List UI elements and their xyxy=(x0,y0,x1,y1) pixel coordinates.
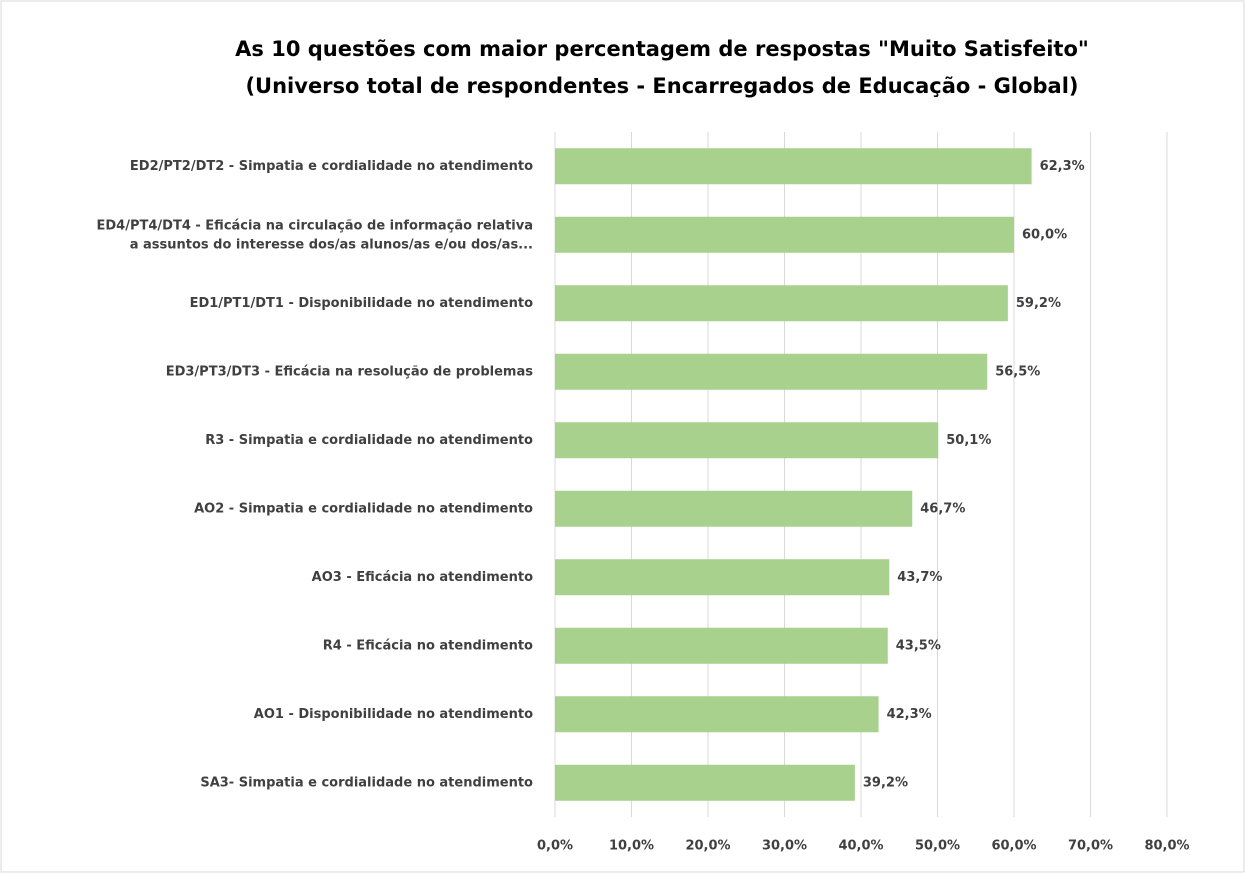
x-tick-label: 10,0% xyxy=(609,839,654,854)
y-tick-label: AO1 - Disponibilidade no atendimento xyxy=(254,707,533,722)
chart-title: As 10 questões com maior percentagem de … xyxy=(235,37,1089,61)
y-tick-label: ED1/PT1/DT1 - Disponibilidade no atendim… xyxy=(190,296,534,311)
chart-subtitle: (Universo total de respondentes - Encarr… xyxy=(245,74,1078,98)
x-tick-label: 30,0% xyxy=(762,839,807,854)
y-tick-label: ED3/PT3/DT3 - Eficácia na resolução de p… xyxy=(166,364,534,379)
x-tick-label: 80,0% xyxy=(1144,839,1189,854)
x-tick-label: 0,0% xyxy=(537,839,573,854)
bar xyxy=(555,764,855,801)
data-label: 50,1% xyxy=(946,433,991,448)
bar xyxy=(555,696,879,733)
data-label: 56,5% xyxy=(995,364,1040,379)
y-tick-label: AO3 - Eficácia no atendimento xyxy=(312,570,533,585)
bar xyxy=(555,490,913,527)
y-tick-label: ED2/PT2/DT2 - Simpatia e cordialidade no… xyxy=(130,159,533,174)
bar xyxy=(555,216,1014,253)
data-label: 60,0% xyxy=(1022,227,1067,242)
data-label: 43,7% xyxy=(897,570,942,585)
x-tick-label: 70,0% xyxy=(1068,839,1113,854)
data-label: 39,2% xyxy=(863,775,908,790)
x-tick-label: 20,0% xyxy=(685,839,730,854)
bar xyxy=(555,559,890,596)
bar xyxy=(555,627,888,664)
bar xyxy=(555,148,1032,185)
x-tick-label: 60,0% xyxy=(991,839,1036,854)
bar xyxy=(555,353,988,390)
x-tick-label: 40,0% xyxy=(838,839,883,854)
y-tick-label: R3 - Simpatia e cordialidade no atendime… xyxy=(205,433,533,448)
bar xyxy=(555,285,1008,322)
y-tick-label: R4 - Eficácia no atendimento xyxy=(323,638,533,653)
data-label: 59,2% xyxy=(1016,296,1061,311)
y-tick-label: AO2 - Simpatia e cordialidade no atendim… xyxy=(194,501,533,516)
data-label: 42,3% xyxy=(887,707,932,722)
data-label: 62,3% xyxy=(1040,159,1085,174)
y-tick-label: ED4/PT4/DT4 - Eficácia na circulação de … xyxy=(97,218,534,252)
x-tick-label: 50,0% xyxy=(915,839,960,854)
bar xyxy=(555,422,939,459)
y-tick-label: SA3- Simpatia e cordialidade no atendime… xyxy=(200,775,533,790)
data-label: 46,7% xyxy=(920,501,965,516)
data-label: 43,5% xyxy=(896,638,941,653)
